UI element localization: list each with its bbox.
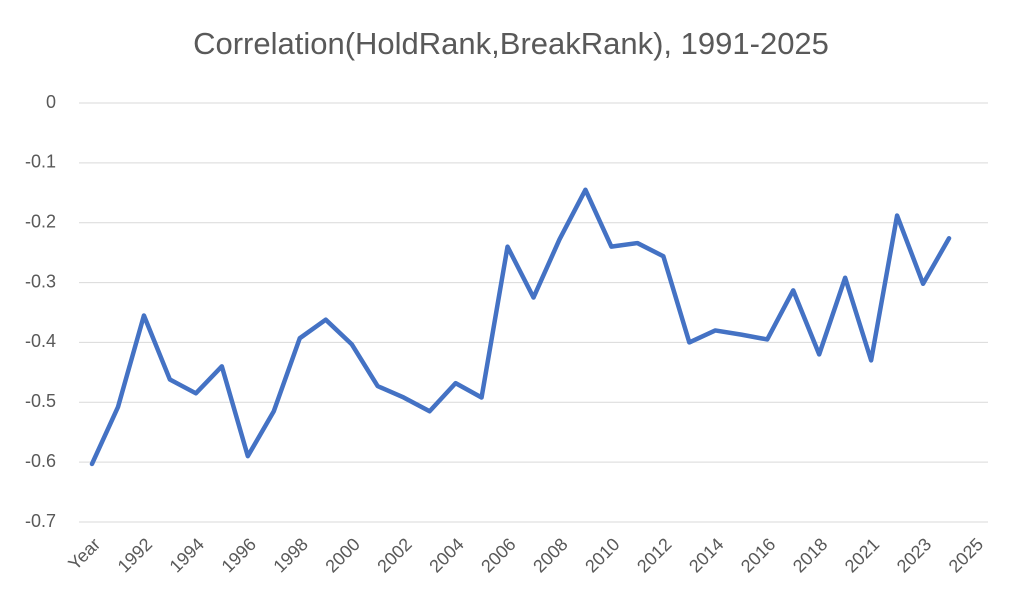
x-tick-label: 2016 — [737, 534, 779, 576]
x-tick-label: 2002 — [373, 534, 415, 576]
y-tick-label: 0 — [46, 92, 56, 112]
y-tick-label: -0.7 — [25, 511, 56, 531]
x-tick-label: 2006 — [477, 534, 519, 576]
x-tick-label: 1998 — [269, 534, 311, 576]
x-tick-label: 1994 — [166, 534, 208, 576]
x-tick-label: 2014 — [685, 534, 727, 576]
x-tick-label: 2012 — [633, 534, 675, 576]
x-tick-label: 2018 — [789, 534, 831, 576]
chart-title: Correlation(HoldRank,BreakRank), 1991-20… — [193, 26, 829, 61]
x-tick-label: 1992 — [114, 534, 156, 576]
x-tick-label: 2025 — [945, 534, 987, 576]
x-tick-label: 1996 — [218, 534, 260, 576]
y-tick-label: -0.5 — [25, 391, 56, 411]
y-tick-label: -0.4 — [25, 331, 56, 351]
y-tick-label: -0.6 — [25, 451, 56, 471]
data-line — [89, 187, 952, 467]
y-tick-label: -0.2 — [25, 211, 56, 231]
x-tick-label: 2023 — [893, 534, 935, 576]
x-tick-label: Year — [64, 534, 104, 574]
x-tick-label: 2021 — [841, 534, 883, 576]
y-tick-label: -0.3 — [25, 271, 56, 291]
x-tick-label: 2004 — [425, 534, 467, 576]
y-tick-label: -0.1 — [25, 152, 56, 172]
x-tick-label: 2010 — [581, 534, 623, 576]
x-tick-label: 2000 — [321, 534, 363, 576]
x-tick-label: 2008 — [529, 534, 571, 576]
